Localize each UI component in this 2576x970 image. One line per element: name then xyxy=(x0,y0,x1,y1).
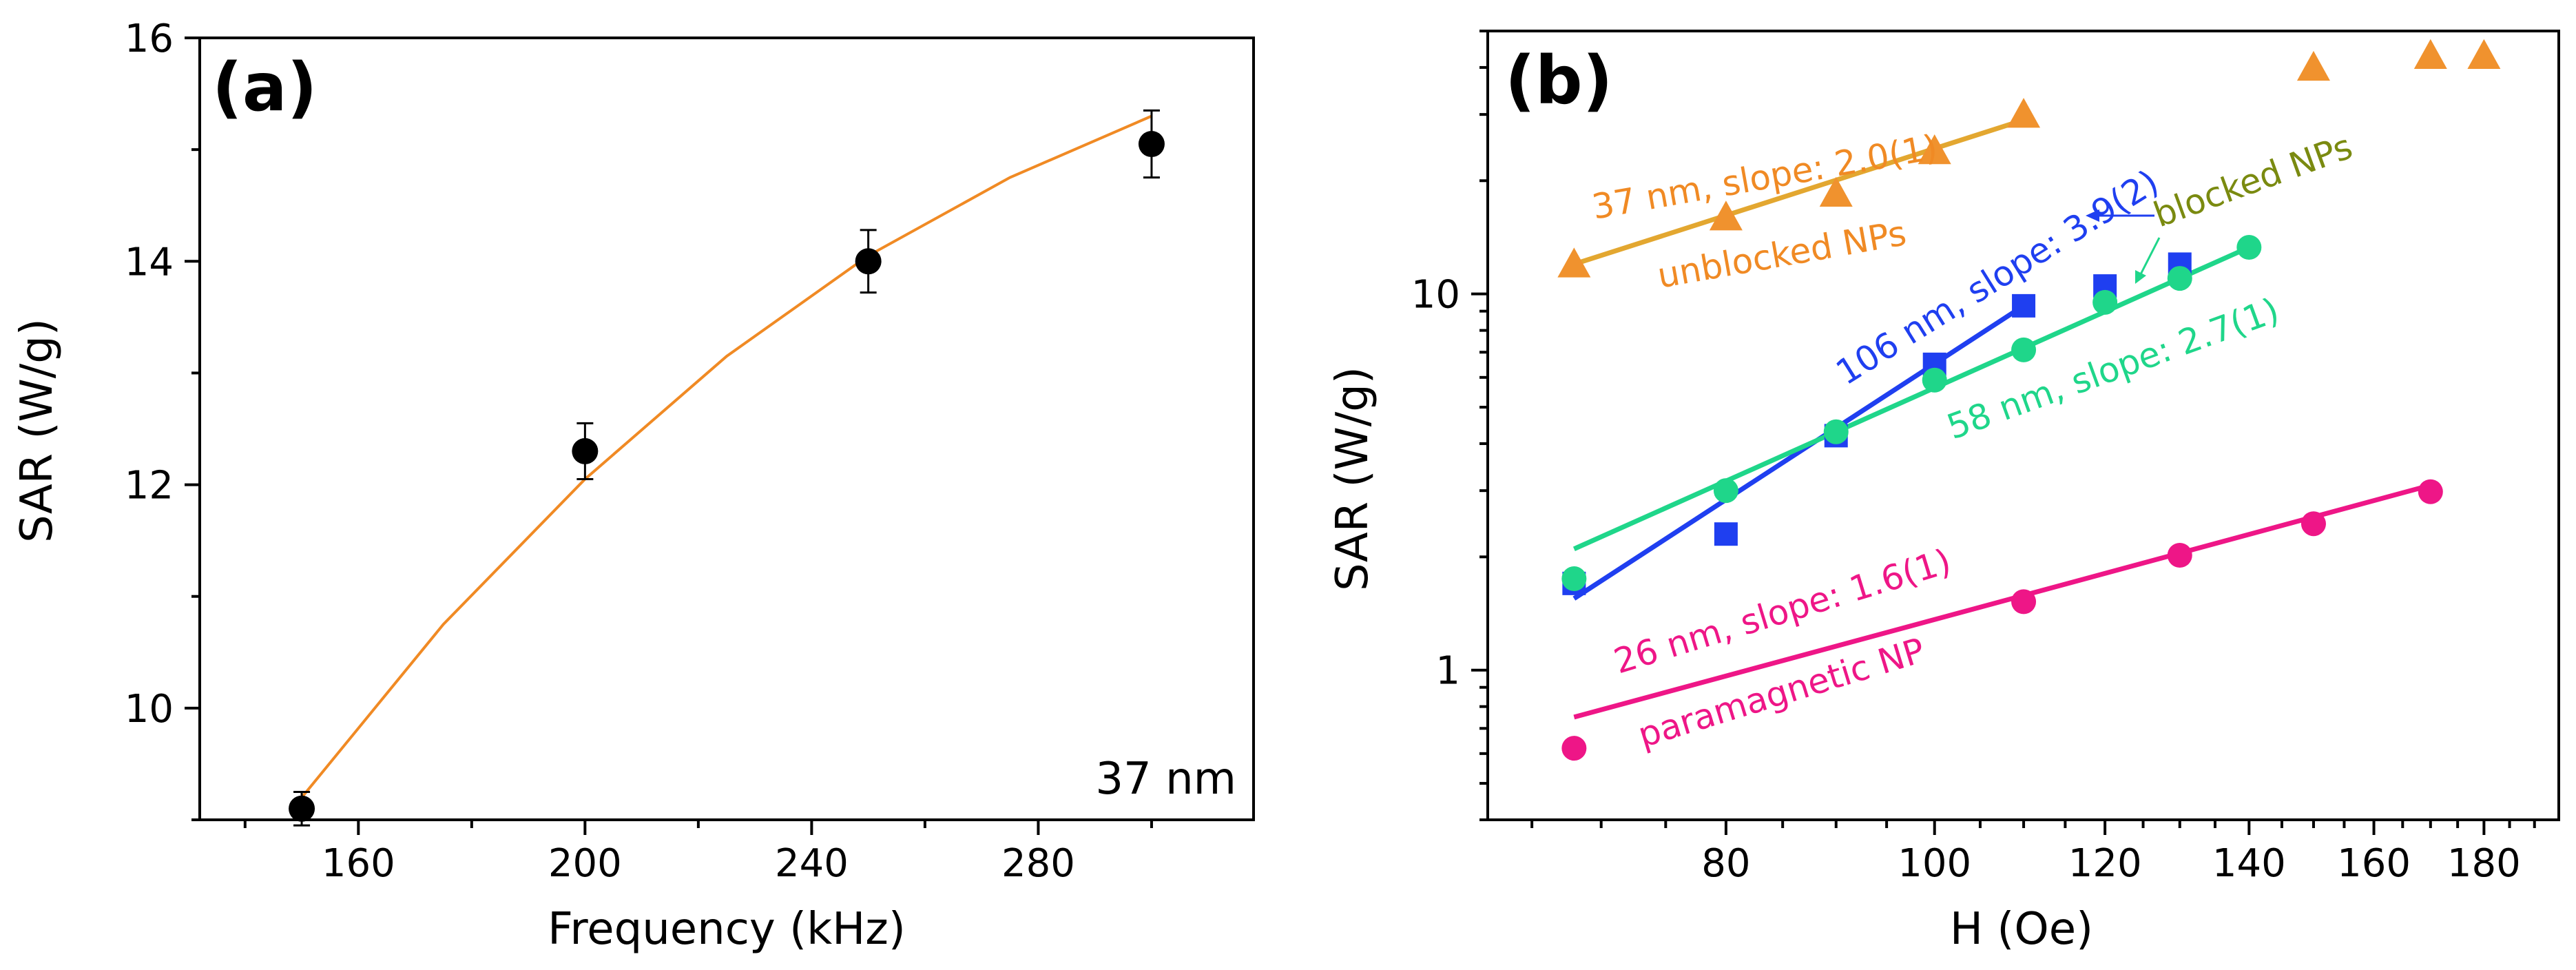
data-point-circle xyxy=(2011,337,2037,362)
blocked-arrow-line-green xyxy=(2139,237,2161,275)
annotation-37nm-slope: 37 nm, slope: 2.0(1) xyxy=(1589,127,1940,227)
data-point-circle xyxy=(2236,235,2262,260)
data-point-circle xyxy=(1713,478,1738,504)
data-point-triangle xyxy=(2413,39,2447,69)
data-point-triangle xyxy=(2007,98,2041,128)
data-point-a xyxy=(855,248,882,275)
fit-line-b xyxy=(1572,303,2025,601)
panel-a: 160 200 240 280 10 12 14 16 (a) 37 nm Frequency… xyxy=(12,17,1255,955)
y-axis-title-a: SAR (W/g) xyxy=(12,318,63,543)
data-point-circle xyxy=(2092,289,2118,315)
y-tick-label-a: 16 xyxy=(125,17,174,61)
fit-line-b xyxy=(1573,117,2025,267)
data-points-a xyxy=(289,109,1165,827)
data-point-circle xyxy=(2011,589,2037,615)
x-axis-title-a: Frequency (kHz) xyxy=(548,904,906,955)
data-point-circle xyxy=(2300,511,2326,537)
x-tick-label-b: 100 xyxy=(1898,841,1971,886)
data-point-a xyxy=(572,437,599,464)
data-point-a xyxy=(289,795,315,822)
x-tick-label-a: 160 xyxy=(322,841,395,886)
data-point-triangle xyxy=(1918,134,1951,165)
fit-line-a xyxy=(300,114,1152,798)
fit-lines-b xyxy=(1572,117,2431,720)
size-annotation: 37 nm xyxy=(1095,754,1236,805)
plot-frame-b xyxy=(1486,30,2560,821)
x-tick-label-b: 80 xyxy=(1701,841,1750,886)
fit-line-b xyxy=(1572,245,2250,551)
x-tick-label-b: 140 xyxy=(2212,841,2286,886)
x-tick-label-a: 240 xyxy=(775,841,849,886)
fit-line-b xyxy=(1573,483,2431,720)
data-point-triangle xyxy=(1819,176,1853,207)
x-tick-label-b: 120 xyxy=(2068,841,2142,886)
data-point-a xyxy=(1138,131,1165,158)
panel-b: 80 100 120 140 160 180 1 10 (b) 37 nm, slope: 2… xyxy=(1327,30,2560,955)
data-point-triangle xyxy=(2296,50,2330,81)
y-tick-label-a: 10 xyxy=(125,687,174,732)
annotation-58nm-slope: 58 nm, slope: 2.7(1) xyxy=(1942,290,2284,447)
blocked-arrow-head-blue xyxy=(2086,209,2099,222)
panel-label-b: (b) xyxy=(1505,42,1612,119)
data-point-circle xyxy=(2167,266,2192,291)
axis-ticks-b: 80 100 120 140 160 180 1 10 xyxy=(1411,30,2536,886)
blocked-arrow-head-green xyxy=(2135,270,2146,284)
data-point-circle xyxy=(1823,419,1849,444)
y-tick-label-b: 10 xyxy=(1411,273,1460,318)
x-axis-title-b: H (Oe) xyxy=(1950,904,2093,955)
axis-ticks-a: 160 200 240 280 10 12 14 16 xyxy=(125,17,1153,886)
x-tick-label-b: 160 xyxy=(2337,841,2411,886)
data-points-b xyxy=(1557,39,2501,761)
x-tick-label-b: 180 xyxy=(2447,841,2521,886)
y-tick-label-a: 14 xyxy=(125,240,174,285)
data-point-circle xyxy=(1561,566,1587,591)
data-point-triangle xyxy=(1557,247,1591,278)
data-point-square xyxy=(1714,522,1738,546)
plot-frame-a xyxy=(198,37,1255,821)
y-axis-title-b: SAR (W/g) xyxy=(1327,367,1378,591)
panel-label-a: (a) xyxy=(212,49,318,126)
data-point-circle xyxy=(1561,736,1587,761)
fit-curve-a xyxy=(300,114,1152,798)
data-point-square xyxy=(2012,293,2036,318)
data-point-triangle xyxy=(1709,200,1743,231)
data-point-circle xyxy=(2167,542,2192,568)
x-tick-label-a: 200 xyxy=(548,841,622,886)
annotation-blocked: blocked NPs xyxy=(2148,126,2358,235)
y-tick-label-b: 1 xyxy=(1435,649,1460,694)
data-point-triangle xyxy=(2467,39,2501,69)
x-tick-label-a: 280 xyxy=(1001,841,1075,886)
y-tick-label-a: 12 xyxy=(125,464,174,508)
data-point-circle xyxy=(1922,367,1947,393)
data-point-circle xyxy=(2418,479,2443,504)
